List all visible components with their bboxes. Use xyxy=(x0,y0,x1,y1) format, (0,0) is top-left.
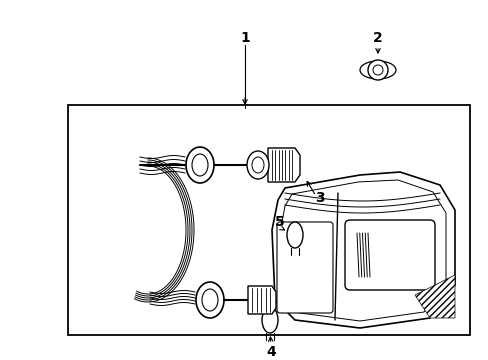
Text: 5: 5 xyxy=(275,215,285,229)
FancyBboxPatch shape xyxy=(276,222,332,313)
Ellipse shape xyxy=(246,151,268,179)
Ellipse shape xyxy=(286,222,303,248)
Ellipse shape xyxy=(251,157,264,173)
Ellipse shape xyxy=(359,61,395,79)
Ellipse shape xyxy=(196,282,224,318)
Polygon shape xyxy=(414,275,454,318)
Text: 1: 1 xyxy=(240,31,249,45)
Ellipse shape xyxy=(192,154,207,176)
Ellipse shape xyxy=(202,289,218,311)
Polygon shape xyxy=(267,148,299,182)
Polygon shape xyxy=(247,286,275,314)
Text: 4: 4 xyxy=(265,345,275,359)
Bar xyxy=(68,105,469,335)
Circle shape xyxy=(367,60,387,80)
Polygon shape xyxy=(271,172,454,328)
Ellipse shape xyxy=(262,307,278,333)
Polygon shape xyxy=(280,180,445,321)
Text: 2: 2 xyxy=(372,31,382,45)
FancyBboxPatch shape xyxy=(345,220,434,290)
Text: 3: 3 xyxy=(314,191,324,205)
Ellipse shape xyxy=(185,147,214,183)
Circle shape xyxy=(372,65,382,75)
